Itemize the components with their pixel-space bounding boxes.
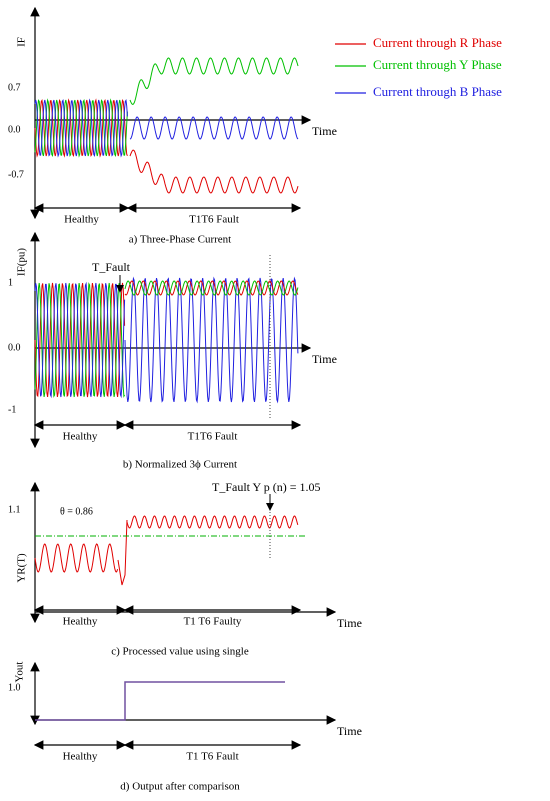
span-label: Healthy — [63, 431, 98, 443]
y-tick-label: 1.1 — [8, 504, 21, 515]
annotation: θ = 0.86 — [60, 506, 93, 517]
span-label: T1 T6 Fault — [186, 751, 238, 763]
waveform — [129, 57, 299, 105]
waveform — [34, 543, 119, 573]
waveform — [34, 98, 128, 158]
span-label: Healthy — [63, 751, 98, 763]
y-tick-label: 1.0 — [8, 682, 21, 693]
caption: c) Processed value using single — [111, 646, 249, 658]
waveform — [124, 280, 299, 296]
span-label: Healthy — [64, 214, 99, 226]
annotation: T_Fault — [92, 260, 131, 274]
waveform — [34, 282, 126, 398]
y-tick-label: -0.7 — [8, 169, 24, 180]
waveform — [117, 519, 128, 586]
x-axis-label: Time — [337, 724, 362, 738]
y-tick-label: -1 — [8, 404, 16, 415]
waveform — [35, 681, 285, 721]
legend-label: Current through B Phase — [373, 84, 502, 99]
legend-label: Current through R Phase — [373, 35, 502, 50]
waveform — [34, 281, 126, 399]
caption: a) Three-Phase Current — [129, 234, 231, 246]
y-tick-label: 0.7 — [8, 82, 21, 93]
y-axis-label: IF — [16, 37, 28, 47]
legend-label: Current through Y Phase — [373, 57, 502, 72]
y-tick-label: 0.0 — [8, 124, 21, 135]
waveform — [129, 149, 299, 194]
waveform — [34, 282, 126, 398]
y-tick-label: 1 — [8, 277, 13, 288]
y-axis-label: YR(T) — [16, 553, 28, 583]
y-axis-label: IF(pu) — [16, 248, 28, 276]
x-axis-label: Time — [337, 616, 362, 630]
waveform — [124, 276, 299, 404]
x-axis-label: Time — [312, 124, 337, 138]
caption: d) Output after comparison — [120, 781, 240, 793]
span-label: T1T6 Fault — [189, 214, 239, 226]
waveform — [126, 515, 299, 529]
caption: b) Normalized 3ϕ Current — [123, 459, 237, 471]
annotation: T_Fault Y p (n) = 1.05 — [212, 480, 321, 494]
waveform — [124, 280, 299, 296]
waveform — [129, 116, 299, 140]
y-tick-label: 0.0 — [8, 342, 21, 353]
span-label: Healthy — [63, 616, 98, 628]
waveform — [34, 98, 128, 158]
span-label: T1T6 Fault — [188, 431, 238, 443]
span-label: T1 T6 Faulty — [184, 616, 242, 628]
y-axis-label: Yout — [14, 662, 26, 683]
x-axis-label: Time — [312, 352, 337, 366]
